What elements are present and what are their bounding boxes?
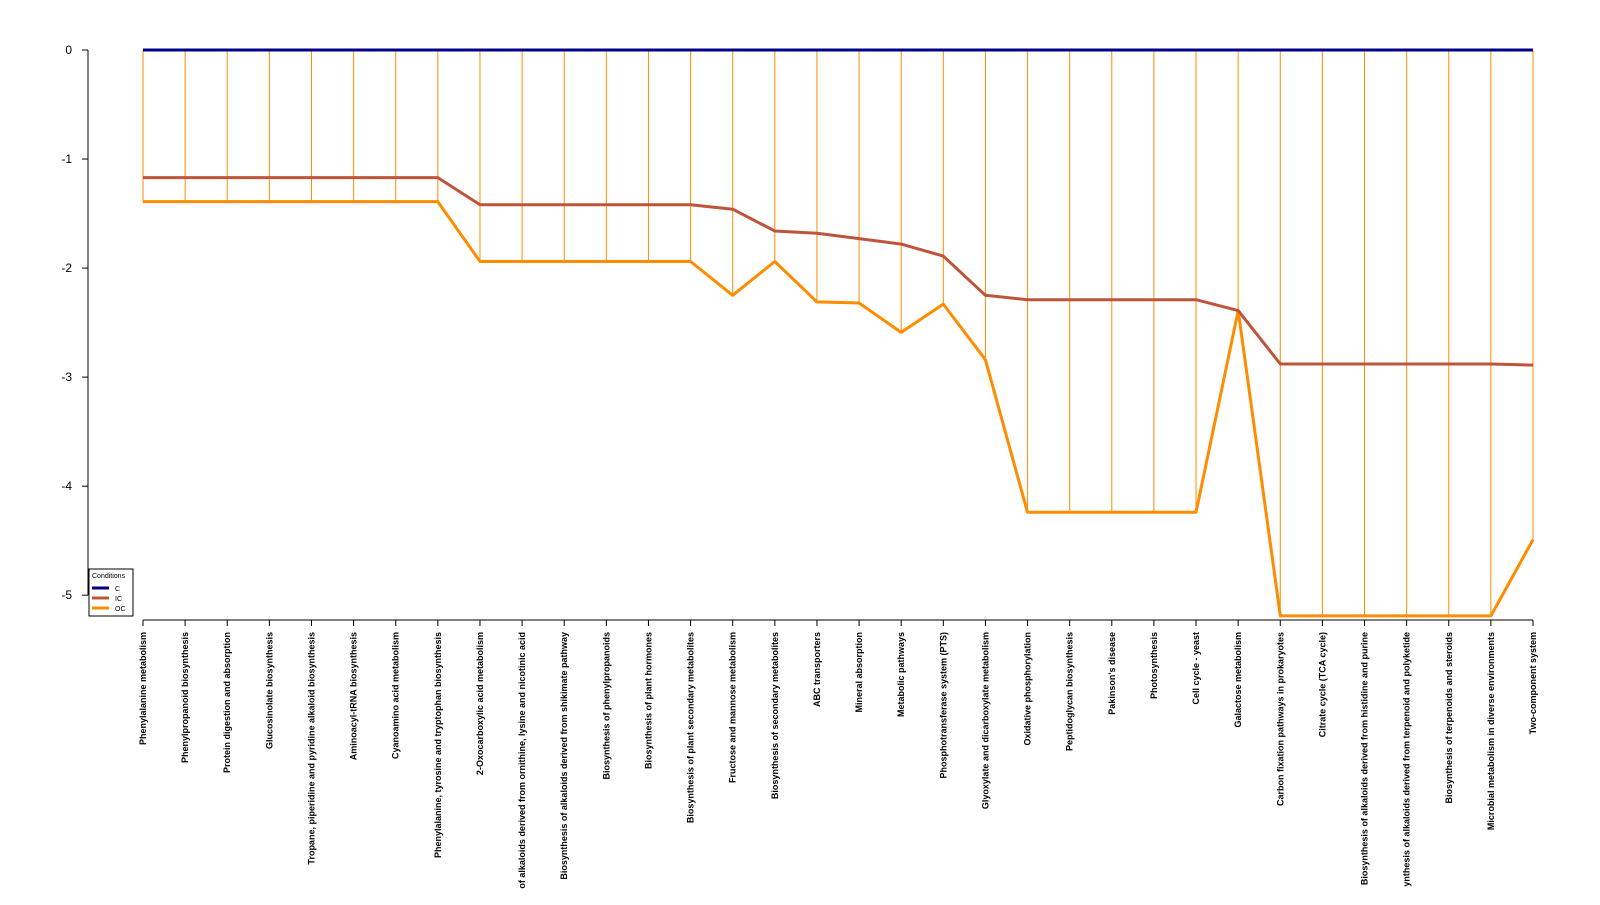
x-tick-label: Biosynthesis of plant hormones xyxy=(643,632,653,769)
x-tick-label: Citrate cycle (TCA cycle) xyxy=(1317,632,1327,737)
series-connector-lines xyxy=(142,50,1534,616)
x-tick-label: ABC transporters xyxy=(812,632,822,707)
x-tick-label: Biosynthesis of phenylpropanoids xyxy=(601,632,611,780)
legend-label-oc: OC xyxy=(115,606,126,613)
x-tick-label: Biosynthesis of terpenoids and steroids xyxy=(1444,632,1454,804)
x-tick-label: Peptidoglycan biosynthesis xyxy=(1065,632,1075,751)
x-tick-label: Biosynthesis of plant secondary metaboli… xyxy=(686,632,696,823)
x-tick-label: Aminoacyl-tRNA biosynthesis xyxy=(349,632,359,760)
legend-label-c: C xyxy=(115,586,120,593)
y-tick-label: -4 xyxy=(61,479,72,493)
x-tick-label: Metabolic pathways xyxy=(896,632,906,717)
x-tick-label: Biosynthesis of secondary metabolites xyxy=(770,632,780,799)
x-tick-label: Phosphotransferase system (PTS) xyxy=(938,632,948,779)
y-tick-label: -2 xyxy=(61,261,72,275)
x-tick-label: Galactose metabolism xyxy=(1233,632,1243,728)
x-tick-label: of alkaloids derived from ornithine, lys… xyxy=(517,632,527,889)
x-tick-label: Photosynthesis xyxy=(1149,632,1159,699)
y-tick-label: -3 xyxy=(61,370,72,384)
legend-label-ic: IC xyxy=(115,596,122,603)
x-tick-label: Tropane, piperidine and pyridine alkaloi… xyxy=(306,632,316,865)
x-tick-label: 2-Oxocarboxylic acid metabolism xyxy=(475,632,485,775)
x-tick-label: Biosynthesis of alkaloids derived from h… xyxy=(1360,632,1370,885)
x-tick-label: Phenylpropanoid biosynthesis xyxy=(180,632,190,763)
x-tick-label: Phenylalanine metabolism xyxy=(138,632,148,745)
x-tick-label: Mineral absorption xyxy=(854,632,864,713)
y-tick-label: 0 xyxy=(65,43,72,57)
axes: 0 -1 -2 -3 -4 -5 Phenylalanine metabolism Pheny… xyxy=(61,43,1538,889)
x-tick-label: Carbon fixation pathways in prokaryotes xyxy=(1275,632,1285,806)
legend: Conditions C IC OC xyxy=(88,568,134,617)
legend-title: Conditions xyxy=(92,573,126,580)
x-tick-label: Glyoxylate and dicarboxylate metabolism xyxy=(980,632,990,809)
x-tick-label: Two-component system xyxy=(1528,632,1538,734)
series-line-oc xyxy=(143,200,1535,618)
series-line-ic xyxy=(143,176,1534,367)
x-tick-label: Pakinson's disease xyxy=(1107,632,1117,715)
x-tick-label: ynthesis of alkaloids derived from terpe… xyxy=(1402,632,1412,887)
x-tick-label: Microbial metabolism in diverse environm… xyxy=(1486,632,1496,830)
x-tick-label: Oxidative phosphorylation xyxy=(1023,632,1033,746)
x-tick-label: Glucosinolate biosynthesis xyxy=(264,632,274,749)
x-tick-label: Protein digestion and absorption xyxy=(222,632,232,773)
y-tick-label: -1 xyxy=(61,152,72,166)
y-tick-label: -5 xyxy=(61,588,72,602)
series-lines xyxy=(143,48,1535,618)
x-tick-label: Phenylalanine, tyrosine and tryptophan b… xyxy=(433,632,443,858)
x-tick-label: Fructose and mannose metabolism xyxy=(728,632,738,783)
x-tick-label: Biosynthesis of alkaloids derived from s… xyxy=(559,632,569,880)
x-tick-label: Cyanoamino acid metabolism xyxy=(391,632,401,759)
x-tick-label: Cell cycle - yeast xyxy=(1191,632,1201,705)
